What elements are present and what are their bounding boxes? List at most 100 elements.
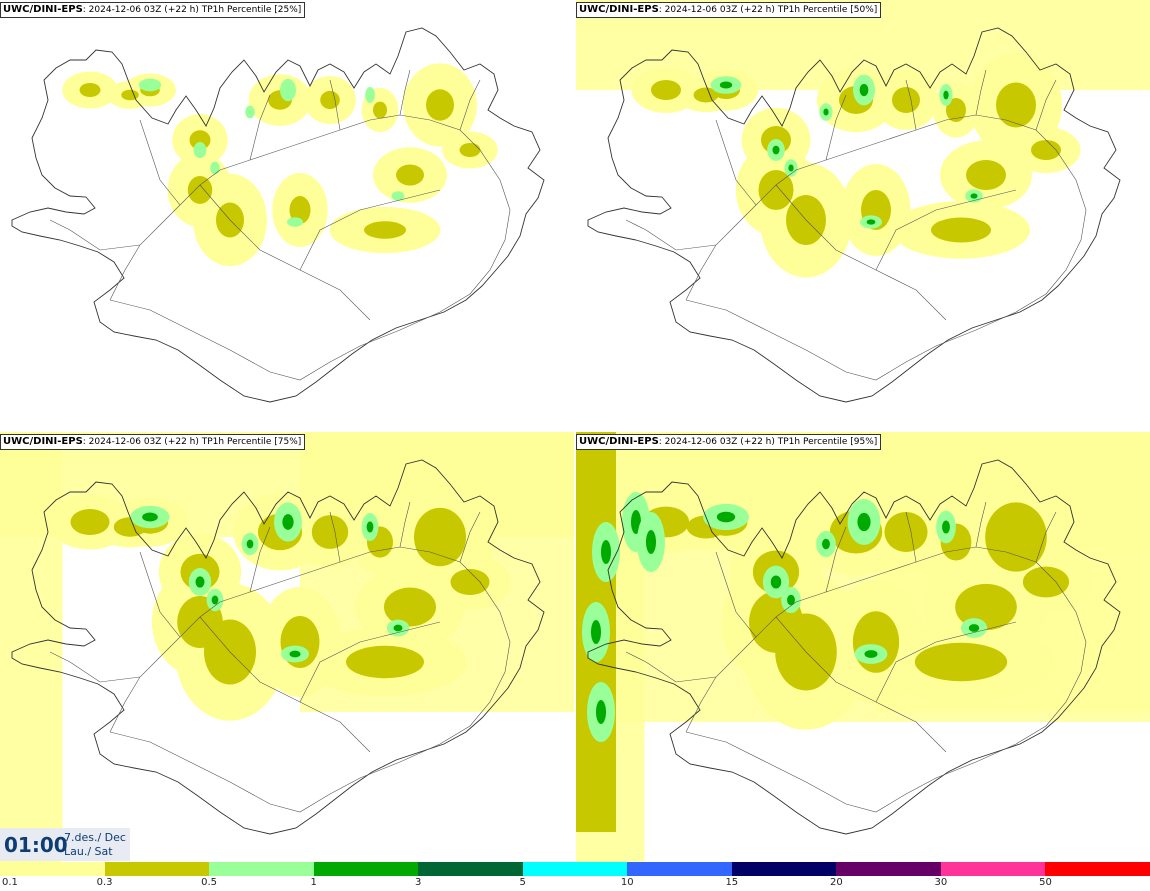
legend-swatch — [522, 862, 628, 876]
precip-area — [320, 90, 340, 110]
precip-area — [210, 161, 220, 175]
precip-area — [187, 176, 213, 204]
legend-swatch — [940, 862, 1046, 876]
date-line: 7.des./ Dec — [64, 831, 126, 844]
road — [715, 551, 757, 638]
map-panel-p75: UWC/DINI-EPS: 2024-12-06 03Z (+22 h) TP1… — [0, 432, 574, 862]
map-panel-p50: UWC/DINI-EPS: 2024-12-06 03Z (+22 h) TP1… — [576, 0, 1150, 430]
road — [459, 79, 481, 131]
precip-area — [195, 576, 205, 588]
road — [625, 219, 717, 251]
precip-area — [892, 87, 920, 113]
road — [299, 189, 441, 271]
coastline — [11, 459, 545, 835]
legend-swatch — [1045, 862, 1150, 876]
precip-layer — [130, 502, 410, 663]
precip-area — [300, 432, 574, 712]
precip-area — [788, 164, 794, 172]
precip-area — [823, 108, 829, 116]
legend-swatch — [313, 862, 419, 876]
legend-label: 10 — [620, 877, 634, 888]
road — [625, 651, 717, 683]
legend-label: 0.3 — [96, 877, 113, 888]
precip-area — [138, 78, 162, 92]
road — [975, 501, 987, 548]
precip-area — [1022, 566, 1070, 598]
precip-area — [280, 78, 296, 102]
precip-area — [245, 105, 255, 119]
road — [329, 79, 341, 131]
valid-time: 01:00 — [4, 833, 68, 857]
precip-area — [943, 90, 949, 100]
road — [199, 616, 371, 753]
precip-layer — [138, 78, 405, 227]
legend-label: 5 — [519, 877, 526, 888]
precip-area — [914, 642, 1008, 682]
road — [975, 69, 987, 116]
legend-color-bar — [0, 862, 1150, 876]
precip-area — [646, 530, 656, 554]
precip-layer — [651, 80, 1061, 245]
precip-area — [70, 509, 110, 535]
road — [199, 184, 371, 321]
precip-area — [852, 611, 900, 673]
precip-area — [985, 502, 1047, 572]
precip-area — [459, 143, 481, 157]
road — [1035, 511, 1057, 563]
panel-title: UWC/DINI-EPS: 2024-12-06 03Z (+22 h) TP1… — [576, 2, 882, 18]
road — [459, 511, 481, 563]
legend-label: 50 — [1039, 877, 1052, 888]
precip-layer — [582, 492, 988, 742]
precip-layer — [79, 83, 481, 239]
precip-area — [211, 595, 219, 605]
precip-area — [393, 624, 403, 632]
precip-area — [864, 650, 878, 658]
precip-area — [866, 219, 876, 225]
precip-area — [79, 83, 101, 97]
precip-area — [859, 83, 869, 97]
precip-area — [287, 217, 303, 227]
precip-area — [693, 87, 719, 103]
map-panel-p25: UWC/DINI-EPS: 2024-12-06 03Z (+22 h) TP1… — [0, 0, 574, 430]
road — [905, 511, 917, 563]
panel-title: UWC/DINI-EPS: 2024-12-06 03Z (+22 h) TP1… — [576, 434, 882, 450]
precip-map — [576, 0, 1150, 403]
precip-area — [121, 89, 139, 101]
legend-label: 20 — [829, 877, 843, 888]
precip-area — [857, 512, 871, 532]
precip-layer — [710, 74, 983, 229]
precip-area — [1031, 140, 1061, 160]
precip-area — [716, 511, 736, 523]
precip-area — [966, 160, 1006, 190]
precip-area — [142, 512, 158, 522]
road — [249, 526, 271, 593]
panel-title: UWC/DINI-EPS: 2024-12-06 03Z (+22 h) TP1… — [0, 434, 306, 450]
precip-area — [884, 511, 928, 553]
precip-area — [968, 624, 980, 632]
precip-area — [365, 87, 375, 103]
precip-area — [193, 142, 207, 158]
legend-label: 15 — [725, 877, 739, 888]
map-panel-p95: UWC/DINI-EPS: 2024-12-06 03Z (+22 h) TP1… — [576, 432, 1150, 862]
road — [825, 94, 847, 161]
valid-date: 7.des./ Dec Lau./ Sat — [64, 831, 126, 859]
road — [715, 119, 757, 206]
road — [49, 219, 141, 251]
precip-area — [450, 569, 490, 595]
precip-area — [364, 221, 406, 239]
road — [329, 511, 341, 563]
precip-area — [189, 130, 211, 150]
legend-swatch — [836, 862, 942, 876]
legend-swatch — [418, 862, 524, 876]
legend-label: 30 — [934, 877, 948, 888]
precip-area — [384, 587, 436, 627]
road — [875, 189, 1017, 271]
legend-label: 0.5 — [201, 877, 218, 888]
legend-label: 1 — [310, 877, 317, 888]
precip-area — [822, 538, 830, 550]
road-network — [625, 501, 1087, 813]
precip-area — [931, 217, 991, 243]
legend-swatch — [0, 862, 106, 876]
precip-area — [787, 594, 795, 606]
precip-area — [366, 521, 374, 533]
